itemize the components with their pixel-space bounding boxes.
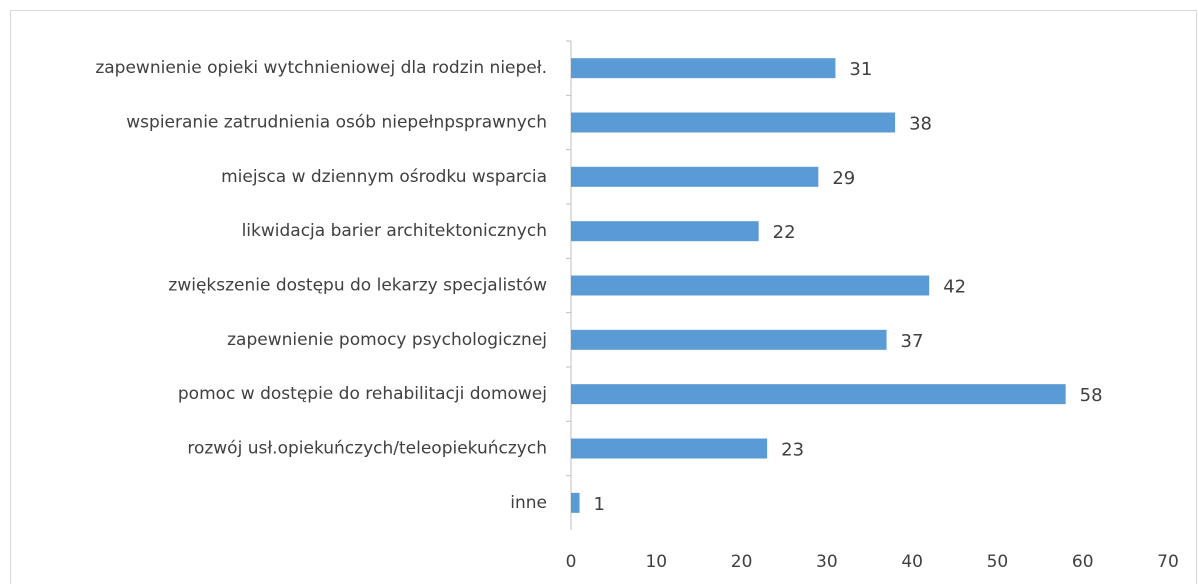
x-tick-label: 60 [1072,552,1094,572]
x-tick-label: 30 [816,552,838,572]
value-label: 22 [773,222,796,243]
chart-border [10,10,1197,588]
y-tick-label: wspieranie zatrudnienia osób niepełnpspr… [126,113,547,133]
y-tick-label: miejsca w dziennym ośrodku wsparcia [221,167,547,187]
y-tick-label: likwidacja barier architektonicznych [242,221,547,241]
value-label: 58 [1080,385,1103,406]
x-tick-label: 40 [901,552,923,572]
value-label: 31 [849,59,872,80]
value-label: 37 [901,331,924,352]
y-tick-label: pomoc w dostępie do rehabilitacji domowe… [178,384,547,404]
value-label: 42 [943,277,966,298]
bar [571,166,819,187]
y-tick-label: zwiększenie dostępu do lekarzy specjalis… [168,276,547,296]
value-label: 1 [594,494,605,515]
bar [571,275,930,296]
x-tick-label: 0 [566,552,577,572]
bar [571,438,768,459]
x-tick-label: 50 [987,552,1009,572]
value-label: 29 [832,168,855,189]
bar [571,329,887,350]
bar [571,384,1066,405]
value-label: 23 [781,440,804,461]
bar [571,112,896,133]
y-tick-label: zapewnienie opieki wytchnieniowej dla ro… [95,58,547,78]
bar [571,492,580,513]
x-tick-label: 20 [731,552,753,572]
y-tick-label: rozwój usł.opiekuńczych/teleopiekuńczych [187,439,547,459]
y-tick-label: zapewnienie pomocy psychologicznej [227,330,547,350]
value-label: 38 [909,114,932,135]
x-tick-label: 10 [645,552,667,572]
bar [571,221,759,242]
bar [571,58,836,79]
x-tick-label: 70 [1157,552,1179,572]
y-tick-label: inne [510,493,547,513]
